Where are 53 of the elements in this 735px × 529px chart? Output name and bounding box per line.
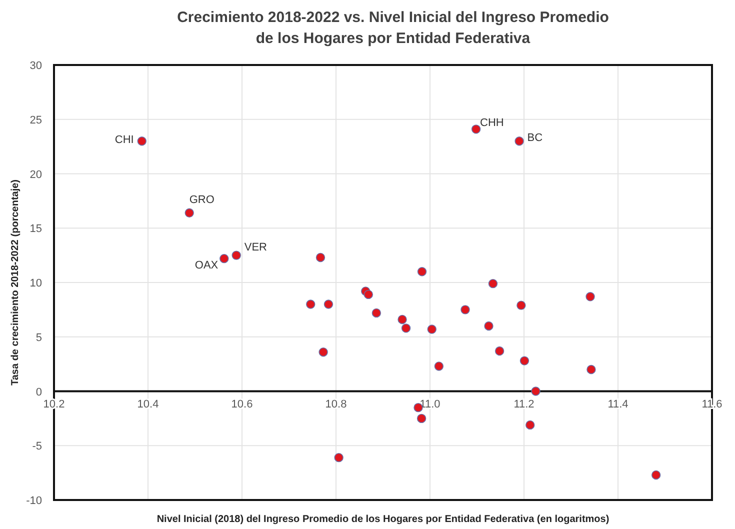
point <box>427 324 436 334</box>
x-tick-label: 10.6 <box>231 398 253 410</box>
point <box>398 314 407 324</box>
y-tick-label: 10 <box>30 278 42 290</box>
point <box>137 136 146 146</box>
x-tick-label: 11.2 <box>514 398 534 410</box>
point <box>417 267 427 276</box>
annotation: GRO <box>189 194 215 206</box>
y-tick-label: 5 <box>36 332 42 344</box>
point <box>651 470 661 480</box>
point <box>484 321 494 331</box>
annotation: BC <box>527 132 543 144</box>
point <box>516 300 526 310</box>
point <box>514 136 524 146</box>
y-axis-title: Tasa de crecimiento 2018-2022 (porcentaje) <box>10 179 21 386</box>
x-tick-label: 10.8 <box>325 398 347 410</box>
y-tick-label: -10 <box>26 495 42 507</box>
chart-title: Crecimiento 2018-2022 vs. Nivel Inicial del Ingreso Promedio de los Hogares por Entidad Federativa <box>177 9 609 47</box>
annotation: CHH <box>480 117 504 130</box>
annotation: CHI <box>114 134 134 146</box>
point <box>526 420 535 430</box>
y-tick-label: 25 <box>30 114 42 126</box>
point <box>586 292 595 302</box>
point <box>520 356 530 366</box>
annotation: OAX <box>194 260 219 272</box>
point <box>306 300 316 309</box>
point <box>434 362 444 371</box>
point <box>334 452 344 462</box>
point <box>232 250 241 260</box>
annotation: VER <box>244 241 268 254</box>
x-tick-label: 11.4 <box>608 398 628 410</box>
point <box>364 290 374 300</box>
x-tick-label: 10.4 <box>137 398 159 410</box>
point <box>184 208 194 218</box>
y-tick-label: 20 <box>30 168 42 181</box>
point <box>471 124 481 134</box>
point <box>318 348 328 357</box>
point <box>324 300 334 309</box>
y-tick-label: 0 <box>36 386 42 398</box>
point <box>494 346 504 356</box>
point <box>586 364 596 374</box>
point <box>531 386 540 396</box>
y-tick-label: 30 <box>30 60 42 72</box>
point <box>460 305 470 314</box>
point <box>316 252 326 262</box>
point <box>416 414 426 424</box>
point <box>401 324 411 333</box>
y-tick-label: -5 <box>32 440 42 453</box>
point <box>372 308 382 318</box>
point <box>488 278 498 288</box>
point <box>220 254 229 264</box>
y-tick-label: 15 <box>30 223 42 236</box>
x-axis-title: Nivel Inicial (2018) del Ingreso Promedio de los Hogares por Entidad Federativa (en logaritmos) <box>156 514 610 525</box>
